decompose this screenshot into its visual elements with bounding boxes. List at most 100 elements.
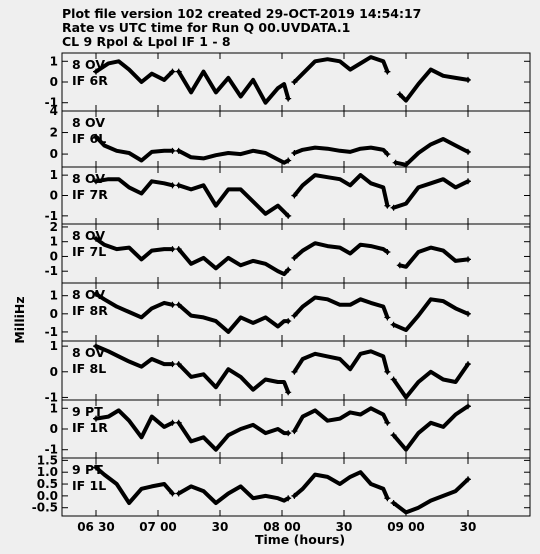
data-point-marker: [169, 490, 176, 497]
data-point-marker: [175, 246, 182, 253]
data-point-marker: [291, 79, 298, 85]
y-tick-label: 1: [50, 401, 58, 415]
data-point-marker: [93, 464, 99, 471]
data-series-segment: [292, 145, 390, 157]
header-line-2: Rate vs UTC time for Run Q 00.UVDATA.1: [62, 20, 351, 35]
data-series-segment: [176, 302, 291, 334]
panel-label-if: IF 7R: [72, 187, 108, 202]
panel-label-source: 8 OV: [72, 345, 105, 360]
panel-label-if: IF 7L: [72, 244, 106, 259]
data-series-segment: [176, 247, 291, 277]
data-series-segment: [94, 408, 175, 440]
data-point-marker: [465, 76, 471, 83]
x-tick-label: 30: [460, 520, 477, 534]
data-point-marker: [169, 301, 176, 308]
y-tick-label: 2: [50, 220, 58, 234]
data-series-segment: [292, 173, 390, 208]
data-point-marker: [465, 476, 471, 483]
data-point-marker: [285, 212, 292, 219]
panel-label-source: 8 OV: [72, 171, 105, 186]
data-series-segment: [391, 297, 470, 333]
data-point-marker: [291, 368, 298, 375]
data-series-segment: [94, 291, 175, 320]
y-tick-label: -1: [45, 443, 58, 457]
y-tick-label: 0: [50, 75, 58, 89]
data-point-marker: [93, 290, 99, 297]
x-tick-label: 30: [212, 520, 229, 534]
data-point-marker: [384, 249, 391, 256]
data-point-marker: [93, 178, 99, 185]
y-tick-label: -1: [45, 390, 58, 404]
panel-label-source: 9 PT: [72, 404, 103, 419]
data-series-segment: [94, 236, 175, 262]
data-series-segment: [176, 69, 291, 105]
x-tick-label: 06 30: [77, 520, 115, 534]
data-point-marker: [175, 147, 182, 154]
data-point-marker: [169, 419, 176, 426]
y-tick-label: -0.5: [32, 501, 58, 515]
data-point-marker: [93, 235, 99, 242]
header-line-3: CL 9 Rpol & Lpol IF 1 - 8: [62, 34, 231, 49]
y-tick-label: 2: [50, 126, 58, 140]
data-point-marker: [169, 246, 176, 253]
data-point-marker: [93, 415, 99, 422]
y-tick-label: -1: [45, 96, 58, 110]
y-tick-label: -1: [45, 264, 58, 278]
y-tick-label: 1.5: [37, 453, 58, 467]
data-point-marker: [291, 150, 298, 156]
x-axis-labels: 06 30 07 00 30 08 00 30 09 00 30: [77, 520, 476, 534]
data-point-marker: [291, 192, 298, 199]
data-point-marker: [465, 256, 471, 263]
data-point-marker: [175, 182, 182, 189]
data-series-segment: [94, 465, 175, 505]
y-axis-title: MilliHz: [12, 296, 27, 343]
data-point-marker: [93, 133, 99, 140]
data-point-marker: [291, 492, 298, 499]
data-point-marker: [465, 148, 471, 155]
data-point-marker: [93, 343, 99, 350]
data-point-marker: [285, 389, 292, 396]
data-series-segment: [176, 362, 291, 395]
y-tick-label: 1: [50, 168, 58, 182]
x-tick-label: 09 00: [387, 520, 425, 534]
data-point-marker: [169, 361, 176, 368]
y-tick-label: 1.0: [37, 465, 58, 479]
x-axis-title: Time (hours): [255, 532, 345, 547]
data-series-segment: [393, 137, 470, 167]
panel-label-source: 8 OV: [72, 115, 105, 130]
data-point-marker: [390, 204, 397, 211]
data-series-segment: [391, 404, 470, 452]
data-point-marker: [285, 95, 292, 102]
data-point-marker: [285, 318, 292, 325]
data-series-segment: [391, 362, 470, 400]
y-tick-label: 1: [50, 289, 58, 303]
panel-label-if: IF 1R: [72, 420, 108, 435]
x-tick-label: 30: [336, 520, 353, 534]
data-series-segment: [94, 59, 175, 84]
data-series-segment: [94, 344, 175, 369]
panel-label-if: IF 8R: [72, 303, 108, 318]
data-point-marker: [291, 428, 298, 435]
data-point-marker: [175, 301, 182, 308]
data-point-marker: [384, 202, 391, 209]
panel-frame: [61, 223, 531, 284]
data-series-segment: [292, 349, 390, 374]
data-series-segment: [292, 55, 390, 84]
data-point-marker: [384, 151, 391, 158]
data-point-marker: [285, 430, 292, 437]
data-point-marker: [175, 68, 182, 75]
data-series-segment: [292, 295, 390, 320]
data-point-marker: [175, 419, 182, 426]
data-point-marker: [169, 182, 176, 189]
data-point-marker: [390, 432, 397, 439]
panel-label-if: IF 6L: [72, 131, 106, 146]
x-tick-label: 07 00: [139, 520, 177, 534]
